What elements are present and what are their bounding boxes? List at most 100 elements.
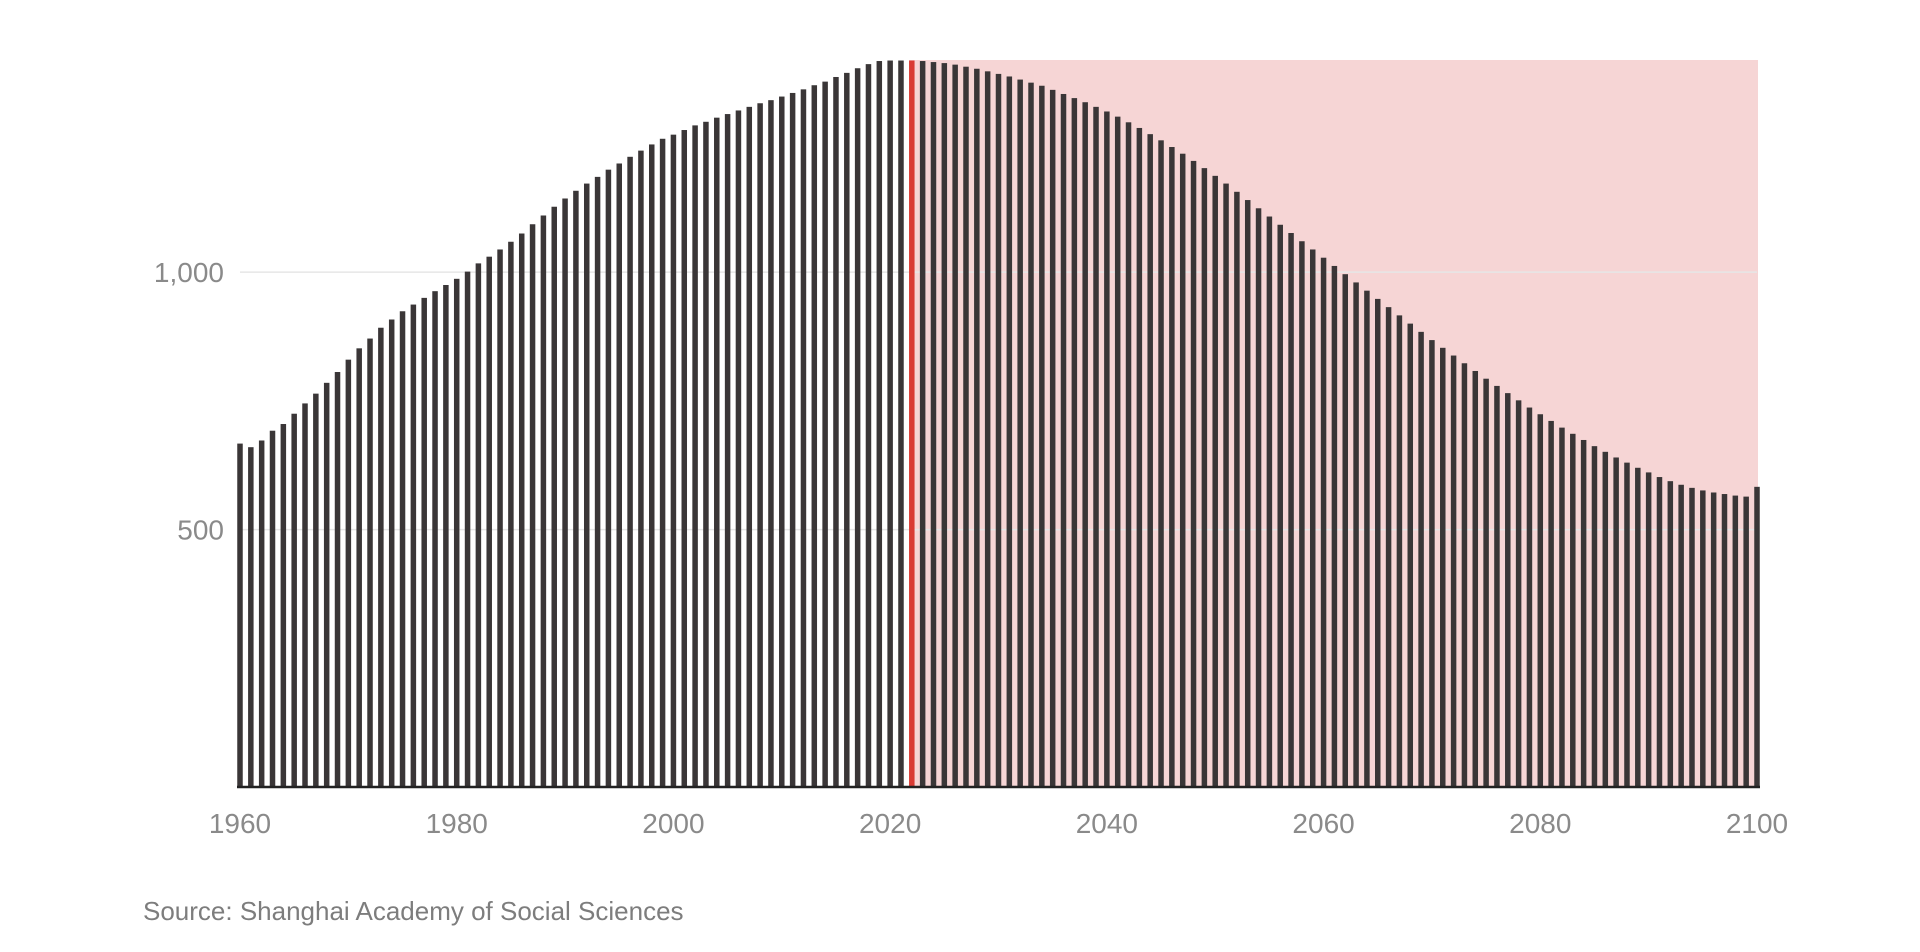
bar	[1375, 298, 1381, 787]
bar	[1461, 363, 1468, 787]
bar	[573, 190, 579, 788]
bar	[1429, 340, 1435, 787]
y-tick-label: 500	[177, 515, 224, 546]
bar	[562, 198, 568, 787]
bar	[649, 144, 655, 787]
bar	[1060, 93, 1067, 788]
bar	[1353, 282, 1359, 787]
bar	[1320, 257, 1327, 787]
bar	[551, 206, 557, 788]
x-tick-label: 2060	[1292, 808, 1354, 839]
bar	[1721, 494, 1728, 787]
bar	[529, 224, 536, 788]
bar	[1450, 355, 1457, 787]
bar	[930, 62, 937, 787]
bar	[811, 85, 818, 787]
bar	[1732, 495, 1739, 787]
bar	[1223, 183, 1229, 788]
bar	[540, 215, 547, 787]
bar	[822, 81, 828, 788]
bar	[995, 73, 1002, 788]
bar	[1580, 439, 1587, 787]
bar	[1602, 451, 1609, 787]
bar	[1331, 265, 1338, 788]
bar	[1288, 232, 1294, 787]
source-note: Source: Shanghai Academy of Social Scien…	[143, 896, 684, 926]
bar	[616, 163, 622, 787]
bar	[638, 150, 644, 788]
bar	[1039, 85, 1045, 787]
bar	[356, 348, 362, 787]
bar	[1082, 102, 1088, 787]
bar	[1754, 486, 1760, 787]
x-tick-label: 2080	[1509, 808, 1571, 839]
bar	[399, 311, 406, 787]
bar	[1645, 472, 1652, 787]
bar	[1656, 477, 1663, 787]
bar	[854, 68, 861, 787]
bar	[898, 60, 904, 787]
bar	[1526, 407, 1533, 787]
bar	[1093, 106, 1099, 788]
bar	[887, 60, 893, 787]
bar	[692, 125, 698, 788]
bar	[974, 68, 980, 788]
bar	[475, 263, 482, 787]
x-tick-label: 2040	[1076, 808, 1138, 839]
bar	[865, 64, 872, 788]
bar	[280, 424, 287, 787]
bar	[779, 96, 785, 787]
bar	[345, 359, 352, 787]
bar	[919, 61, 926, 788]
bar	[1006, 76, 1013, 787]
bar	[1440, 347, 1446, 787]
bar	[1071, 98, 1078, 787]
highlight-bar	[909, 60, 915, 787]
bar	[735, 110, 742, 787]
bar	[497, 249, 503, 787]
bar	[594, 176, 601, 787]
bar	[1169, 147, 1175, 788]
bar	[1559, 427, 1565, 787]
bar	[1158, 140, 1164, 787]
bar	[443, 284, 449, 787]
y-tick-label: 1,000	[154, 257, 224, 288]
bar	[768, 100, 774, 788]
bar	[248, 447, 254, 787]
bar	[1570, 433, 1576, 787]
x-tick-label: 2000	[642, 808, 704, 839]
bar	[1201, 168, 1208, 787]
bar	[1505, 393, 1511, 787]
bar	[984, 71, 991, 787]
bar	[659, 138, 666, 787]
bar	[432, 291, 438, 787]
bar	[378, 327, 384, 787]
bar	[833, 76, 839, 788]
bar	[1537, 414, 1544, 787]
bar	[1710, 492, 1717, 787]
bar	[1244, 200, 1251, 788]
bar	[1147, 134, 1153, 787]
bar	[1136, 127, 1143, 787]
bar	[388, 319, 395, 787]
bar	[1472, 370, 1479, 787]
x-tick-label: 2020	[859, 808, 921, 839]
bar	[1212, 175, 1218, 787]
bar	[1017, 79, 1023, 787]
bar	[302, 403, 308, 787]
bar	[1418, 331, 1424, 787]
bar	[1667, 481, 1674, 787]
bar	[1483, 378, 1489, 787]
bar	[323, 382, 330, 787]
bar	[421, 297, 427, 787]
bar	[952, 64, 958, 787]
bar	[508, 241, 514, 787]
bar	[714, 117, 720, 788]
bar	[1342, 274, 1348, 787]
x-tick-label: 1980	[426, 808, 488, 839]
bar	[1190, 160, 1197, 787]
x-tick-label: 1960	[209, 808, 271, 839]
bar	[269, 430, 276, 787]
bar	[367, 338, 373, 787]
